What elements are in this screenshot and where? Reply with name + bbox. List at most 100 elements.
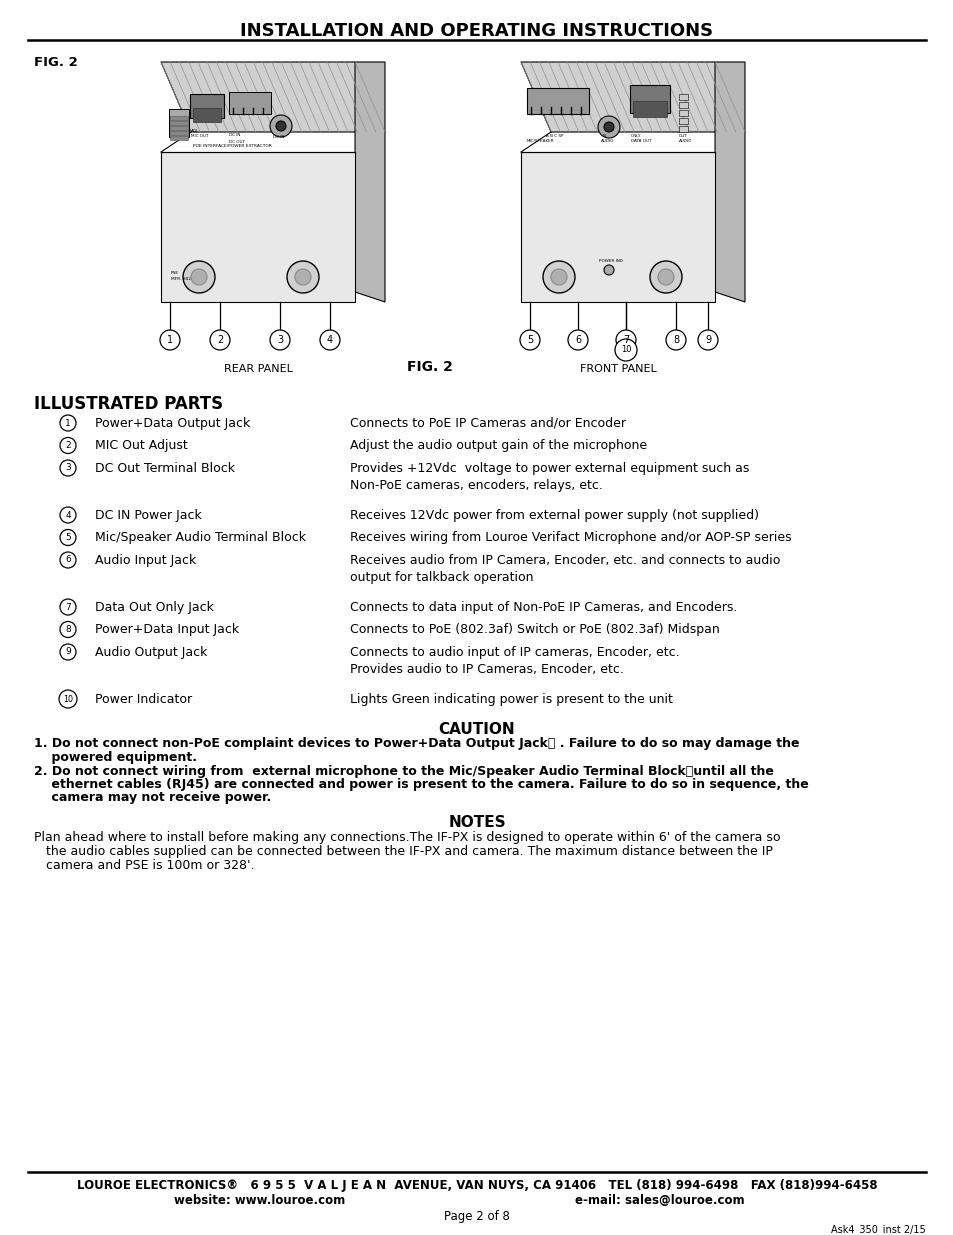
Text: 3: 3 (276, 335, 283, 345)
Polygon shape (520, 62, 744, 132)
Text: 4: 4 (327, 335, 333, 345)
Polygon shape (520, 152, 714, 303)
FancyBboxPatch shape (229, 91, 271, 114)
Circle shape (60, 415, 76, 431)
FancyBboxPatch shape (629, 85, 669, 112)
Circle shape (160, 330, 180, 350)
Text: FIG. 2: FIG. 2 (407, 359, 453, 374)
Text: Receives 12Vdc power from external power supply (not supplied): Receives 12Vdc power from external power… (350, 509, 759, 522)
Polygon shape (161, 62, 385, 132)
Text: AUDIO: AUDIO (600, 140, 614, 143)
Text: 1. Do not connect non-PoE complaint devices to Power+Data Output Jackⓘ . Failure: 1. Do not connect non-PoE complaint devi… (34, 737, 799, 751)
Text: ADJ: ADJ (191, 128, 198, 133)
Text: camera and PSE is 100m or 328'.: camera and PSE is 100m or 328'. (34, 860, 254, 872)
FancyBboxPatch shape (190, 94, 224, 119)
Text: CAUTION: CAUTION (438, 721, 515, 736)
Text: AUDIO: AUDIO (679, 140, 692, 143)
Circle shape (615, 338, 637, 361)
Text: FIG. 2: FIG. 2 (34, 56, 77, 69)
Circle shape (598, 116, 619, 138)
Text: MIC/SPEAKER: MIC/SPEAKER (526, 140, 554, 143)
Text: OUT: OUT (679, 135, 687, 138)
Text: Plan ahead where to install before making any connections.The IF-PX is designed : Plan ahead where to install before makin… (34, 831, 780, 844)
Text: Receives audio from IP Camera, Encoder, etc. and connects to audio
output for ta: Receives audio from IP Camera, Encoder, … (350, 555, 780, 584)
Circle shape (567, 330, 587, 350)
Text: Power Indicator: Power Indicator (95, 693, 192, 706)
Text: Page 2 of 8: Page 2 of 8 (443, 1210, 510, 1223)
Text: MFR. 802.3af: MFR. 802.3af (171, 277, 199, 282)
Circle shape (60, 459, 76, 475)
Text: 6: 6 (65, 556, 71, 564)
Text: 7: 7 (622, 335, 628, 345)
Text: Connects to audio input of IP cameras, Encoder, etc.
Provides audio to IP Camera: Connects to audio input of IP cameras, E… (350, 646, 679, 677)
Circle shape (60, 621, 76, 637)
Text: 2: 2 (65, 441, 71, 450)
Text: camera may not receive power.: camera may not receive power. (34, 792, 271, 804)
Text: Connects to PoE (802.3af) Switch or PoE (802.3af) Midspan: Connects to PoE (802.3af) Switch or PoE … (350, 624, 719, 636)
Text: 6: 6 (575, 335, 580, 345)
Circle shape (294, 269, 311, 285)
Text: 5: 5 (526, 335, 533, 345)
FancyBboxPatch shape (633, 101, 666, 117)
Text: 1: 1 (65, 419, 71, 427)
Text: FRONT PANEL: FRONT PANEL (579, 364, 656, 374)
Text: website: www.louroe.com: website: www.louroe.com (174, 1194, 345, 1207)
Text: LOUROE ELECTRONICS®   6 9 5 5  V A L J E A N  AVENUE, VAN NUYS, CA 91406   TEL (: LOUROE ELECTRONICS® 6 9 5 5 V A L J E A … (76, 1179, 877, 1192)
Circle shape (319, 330, 339, 350)
Text: 9: 9 (65, 647, 71, 657)
Circle shape (616, 330, 636, 350)
Circle shape (60, 552, 76, 568)
FancyBboxPatch shape (170, 121, 188, 125)
Text: 9: 9 (704, 335, 710, 345)
Text: POE INTERFACE/POWER EXTRACTOR: POE INTERFACE/POWER EXTRACTOR (193, 144, 272, 148)
Text: powered equipment.: powered equipment. (34, 751, 196, 764)
Circle shape (519, 330, 539, 350)
Text: DC Out Terminal Block: DC Out Terminal Block (95, 462, 234, 475)
Circle shape (270, 330, 290, 350)
FancyBboxPatch shape (170, 126, 188, 130)
Circle shape (183, 261, 214, 293)
Text: DATA OUT: DATA OUT (630, 140, 651, 143)
Text: 8: 8 (672, 335, 679, 345)
Text: ONLY: ONLY (630, 135, 640, 138)
Text: DC OUT: DC OUT (229, 140, 245, 144)
FancyBboxPatch shape (526, 88, 588, 114)
FancyBboxPatch shape (679, 94, 687, 100)
Circle shape (698, 330, 718, 350)
FancyBboxPatch shape (679, 110, 687, 116)
Text: 2. Do not connect wiring from  external microphone to the Mic/Speaker Audio Term: 2. Do not connect wiring from external m… (34, 764, 773, 778)
FancyBboxPatch shape (170, 136, 188, 140)
Text: ethernet cables (RJ45) are connected and power is present to the camera. Failure: ethernet cables (RJ45) are connected and… (34, 778, 808, 790)
Polygon shape (161, 152, 355, 303)
Text: Adjust the audio output gain of the microphone: Adjust the audio output gain of the micr… (350, 440, 646, 452)
Text: 2: 2 (216, 335, 223, 345)
Text: Receives wiring from Louroe Verifact Microphone and/or AOP-SP series: Receives wiring from Louroe Verifact Mic… (350, 531, 791, 545)
Circle shape (603, 266, 614, 275)
Text: IN: IN (602, 135, 606, 138)
Text: REAR PANEL: REAR PANEL (223, 364, 293, 374)
Circle shape (649, 261, 681, 293)
Circle shape (275, 121, 286, 131)
Circle shape (287, 261, 318, 293)
FancyBboxPatch shape (679, 126, 687, 132)
Text: e-mail: sales@louroe.com: e-mail: sales@louroe.com (575, 1194, 744, 1207)
Text: POWER IND: POWER IND (598, 259, 622, 263)
Text: A B C SP: A B C SP (545, 135, 563, 138)
Circle shape (603, 122, 614, 132)
Circle shape (551, 269, 566, 285)
Text: Audio Input Jack: Audio Input Jack (95, 555, 196, 567)
FancyBboxPatch shape (193, 107, 221, 122)
Circle shape (59, 690, 77, 708)
Circle shape (270, 115, 292, 137)
Text: INSTALLATION AND OPERATING INSTRUCTIONS: INSTALLATION AND OPERATING INSTRUCTIONS (240, 22, 713, 40)
Text: 5: 5 (65, 534, 71, 542)
Text: 8: 8 (65, 625, 71, 634)
Text: Connects to PoE IP Cameras and/or Encoder: Connects to PoE IP Cameras and/or Encode… (350, 417, 625, 430)
Text: PSE: PSE (171, 270, 179, 275)
Text: 3: 3 (65, 463, 71, 473)
Circle shape (191, 269, 207, 285)
Circle shape (60, 437, 76, 453)
Text: Connects to data input of Non-PoE IP Cameras, and Encoders.: Connects to data input of Non-PoE IP Cam… (350, 601, 737, 614)
FancyBboxPatch shape (169, 109, 189, 137)
Polygon shape (355, 62, 385, 303)
